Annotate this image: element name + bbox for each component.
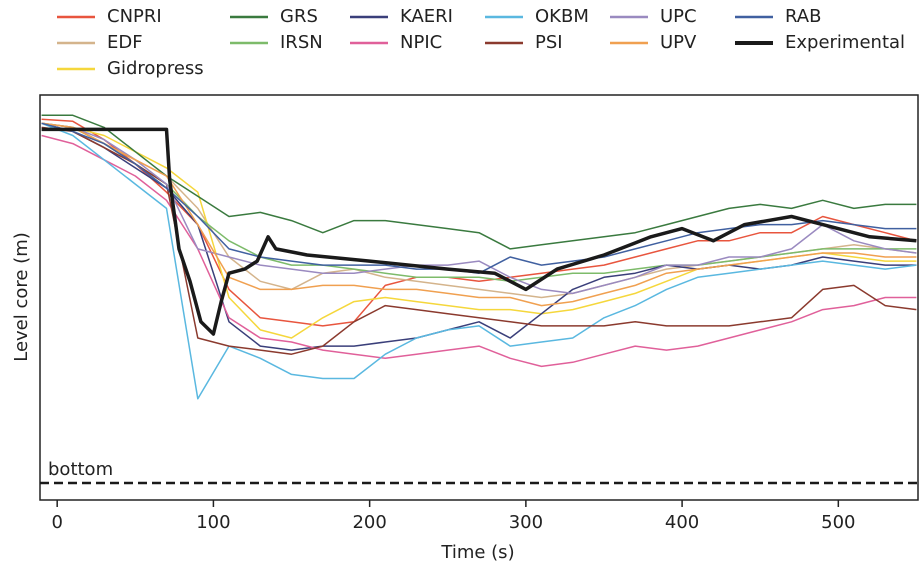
series-line — [41, 118, 917, 327]
series-line — [41, 122, 917, 307]
legend-label: KAERI — [400, 6, 453, 27]
series-line — [41, 134, 917, 368]
legend-label: RAB — [785, 6, 821, 27]
x-tick-label: 0 — [51, 512, 62, 533]
legend-label: UPV — [660, 32, 697, 53]
x-tick-label: 100 — [196, 512, 230, 533]
legend-label: NPIC — [400, 32, 442, 53]
legend-label: PSI — [535, 32, 563, 53]
bottom-label: bottom — [48, 459, 113, 480]
legend-label: CNPRI — [107, 6, 162, 27]
series-line — [41, 122, 917, 400]
y-axis-label: Level core (m) — [11, 232, 32, 362]
series-line — [41, 122, 917, 283]
legend-label: GRS — [280, 6, 318, 27]
series-line — [41, 127, 917, 336]
legend-label: OKBM — [535, 6, 589, 27]
legend-label: Experimental — [785, 32, 905, 53]
series-line — [41, 126, 917, 355]
legend-label: UPC — [660, 6, 697, 27]
legend-label: IRSN — [280, 32, 323, 53]
x-tick-label: 400 — [665, 512, 699, 533]
plot-frame — [39, 94, 919, 501]
legend-label: Gidropress — [107, 58, 204, 79]
series-line — [41, 114, 917, 250]
legend-label: EDF — [107, 32, 143, 53]
series-line — [41, 122, 917, 351]
x-tick-label: 500 — [821, 512, 855, 533]
x-tick-label: 300 — [509, 512, 543, 533]
x-tick-label: 200 — [352, 512, 386, 533]
series-line — [41, 122, 917, 339]
x-axis-label: Time (s) — [440, 542, 514, 563]
series-line — [41, 122, 917, 295]
